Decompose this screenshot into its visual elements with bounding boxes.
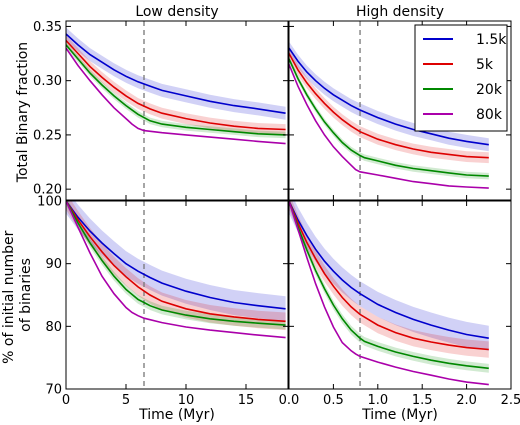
frame-top-right (288, 20, 512, 201)
xtick-label-bottom-right: 1.0 (367, 393, 388, 408)
xtick-label-bottom-right: 2.5 (501, 393, 520, 408)
legend-label-20k: 20k (476, 82, 503, 98)
band-bottom-right-1.5k (289, 201, 489, 351)
series-bottom-right-20k (289, 201, 489, 370)
frame-top-left (65, 20, 289, 201)
panel-bottom-right: 0.0 0.5 1.0 1.5 2.0 2.5 (279, 200, 520, 408)
title-low-density: Low density (135, 4, 218, 20)
xlabel-high: Time (Myr) (361, 407, 438, 423)
band-top-right-5k (289, 48, 489, 164)
series-top-right-1.5k (289, 47, 489, 146)
ytick-label-top-left: 0.30 (33, 74, 62, 89)
series-bottom-right-5k (289, 201, 489, 351)
series-top-right-80k (289, 64, 489, 189)
ytick-label-bottom-left: 100 (37, 195, 62, 210)
ytick-label-top-left: 0.35 (33, 20, 62, 35)
plot-area-bottom-right (289, 201, 489, 389)
band-bottom-left-5k (66, 201, 286, 331)
legend: 1.5k 5k 20k 80k (414, 24, 508, 132)
band-top-right-1.5k (289, 41, 489, 152)
series-top-right-20k (289, 58, 489, 177)
band-bottom-left-1.5k (66, 201, 286, 322)
xlabel-low: Time (Myr) (138, 407, 215, 423)
xtick-label-bottom-left: 15 (238, 393, 255, 408)
series-bottom-left-80k (66, 201, 286, 339)
xtick-label-bottom-left: 5 (122, 393, 130, 408)
series-bottom-right-1.5k (289, 201, 489, 339)
ytick-label-bottom-left: 90 (45, 257, 62, 272)
series-bottom-right-80k (289, 201, 489, 386)
plot-area-top-left (66, 21, 286, 200)
band-top-left-20k (66, 41, 286, 139)
xtick-label-bottom-right: 1.5 (412, 393, 433, 408)
series-bottom-left-1.5k (66, 201, 286, 310)
ylabel-binary-fraction: Total Binary fraction (15, 42, 31, 183)
series-top-left-20k (66, 44, 286, 136)
ytick-label-bottom-left: 80 (45, 320, 62, 335)
series-bottom-left-20k (66, 201, 286, 326)
legend-label-5k: 5k (476, 57, 494, 73)
series-top-left-1.5k (66, 33, 286, 114)
ytick-label-bottom-left: 70 (45, 383, 62, 398)
band-top-left-5k (66, 35, 286, 135)
xtick-label-bottom-right: 0.0 (279, 393, 300, 408)
legend-label-80k: 80k (476, 107, 503, 123)
frame-bottom-right (288, 200, 512, 390)
series-top-left-5k (66, 39, 286, 131)
ylabel-percent-line2: of binaries (18, 258, 34, 332)
panel-top-right: 1.5k 5k 20k 80k (288, 20, 512, 201)
xtick-label-bottom-right: 2.0 (456, 393, 477, 408)
series-top-left-80k (66, 47, 286, 145)
ytick-label-top-left: 0.20 (33, 183, 62, 198)
plot-area-bottom-left (66, 201, 286, 389)
frame-bottom-left (65, 200, 289, 390)
legend-label-1.5k: 1.5k (476, 32, 507, 48)
series-bottom-left-5k (66, 201, 286, 323)
xtick-label-bottom-left: 10 (178, 393, 195, 408)
panels: 0.20 0.25 0.30 0.35 1.5k 5k 20k 80k 70 80 90 100 0 5 1… (33, 20, 520, 408)
panel-top-left: 0.20 0.25 0.30 0.35 (33, 20, 289, 201)
panel-bottom-left: 70 80 90 100 0 5 10 15 (37, 195, 289, 408)
ylabel-percent-line1: % of initial number (1, 230, 17, 364)
xtick-label-bottom-left: 0 (62, 393, 70, 408)
ytick-label-top-left: 0.25 (33, 128, 62, 143)
title-high-density: High density (356, 4, 444, 20)
series-top-right-5k (289, 53, 489, 159)
xtick-label-bottom-right: 0.5 (323, 393, 344, 408)
ylabel-percent-binaries: % of initial number of binaries (1, 226, 34, 364)
plot-area-top-right (289, 21, 489, 200)
